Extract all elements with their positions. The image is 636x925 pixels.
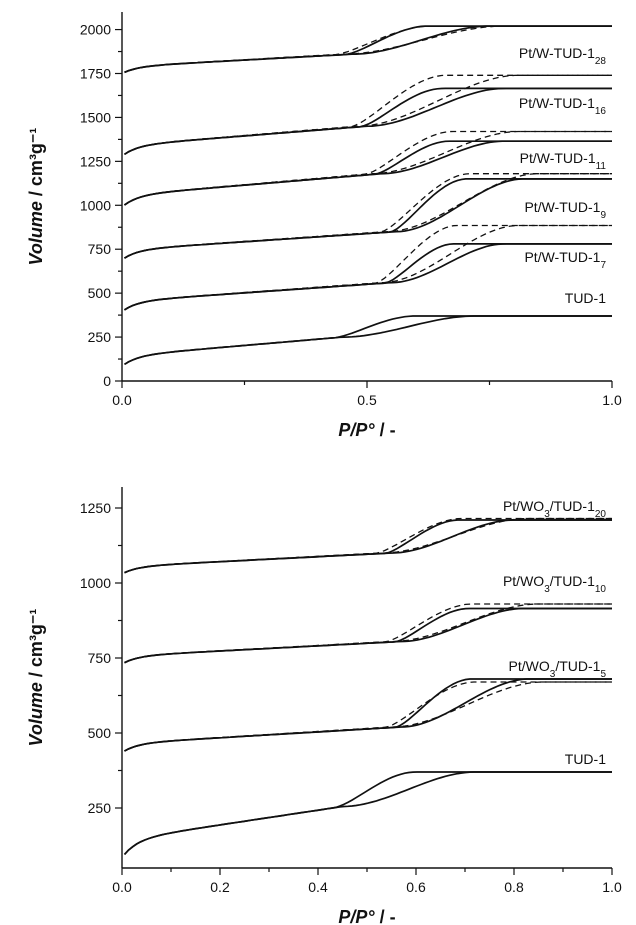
y-tick-label: 0 bbox=[103, 373, 111, 389]
reference-desorption-line bbox=[124, 224, 612, 311]
x-tick-label: 0.5 bbox=[357, 392, 377, 408]
reference-adsorption-line bbox=[124, 603, 612, 664]
series-label: Pt/WO3/TUD-15 bbox=[509, 658, 607, 680]
reference-adsorption-line bbox=[124, 224, 612, 311]
y-axis-title: Volume / cm³g⁻¹ bbox=[26, 609, 46, 747]
series-label: Pt/W-TUD-19 bbox=[524, 199, 606, 221]
isotherm-desorption-line bbox=[124, 607, 612, 664]
series-label: Pt/WO3/TUD-120 bbox=[503, 498, 606, 520]
x-tick-label: 1.0 bbox=[602, 879, 622, 895]
reference-desorption-line bbox=[124, 603, 612, 664]
series-label: TUD-1 bbox=[565, 751, 606, 767]
x-tick-label: 0.0 bbox=[112, 879, 132, 895]
reference-desorption-line bbox=[124, 173, 612, 259]
isotherm-adsorption-line bbox=[123, 771, 612, 855]
y-tick-label: 1500 bbox=[80, 109, 111, 125]
y-axis-title: Volume / cm³g⁻¹ bbox=[26, 128, 46, 266]
x-tick-label: 0.6 bbox=[406, 879, 426, 895]
reference-desorption-line bbox=[124, 74, 612, 155]
isotherm-adsorption-line bbox=[124, 678, 612, 752]
y-tick-label: 750 bbox=[88, 650, 112, 666]
y-tick-label: 1750 bbox=[80, 66, 111, 82]
x-tick-label: 0.4 bbox=[308, 879, 328, 895]
reference-adsorption-line bbox=[124, 74, 612, 155]
series-label: Pt/W-TUD-116 bbox=[519, 95, 607, 117]
isotherm-adsorption-line bbox=[124, 178, 612, 259]
y-tick-label: 500 bbox=[88, 725, 112, 741]
series-label: Pt/W-TUD-128 bbox=[519, 45, 607, 67]
y-tick-label: 1000 bbox=[80, 197, 111, 213]
reference-desorption-line bbox=[124, 130, 612, 206]
y-tick-label: 1250 bbox=[80, 153, 111, 169]
x-tick-label: 0.2 bbox=[210, 879, 230, 895]
series-label: Pt/WO3/TUD-110 bbox=[503, 573, 606, 595]
isotherm-desorption-line bbox=[124, 519, 612, 574]
y-tick-label: 2000 bbox=[80, 22, 111, 38]
isotherm-desorption-line bbox=[123, 771, 612, 855]
x-axis-title: P/P° / - bbox=[338, 420, 395, 440]
reference-adsorption-line bbox=[124, 517, 612, 574]
reference-desorption-line bbox=[124, 25, 612, 73]
series-label: Pt/W-TUD-111 bbox=[520, 150, 607, 172]
y-tick-label: 1250 bbox=[80, 500, 111, 516]
isotherm-adsorption-line bbox=[124, 315, 612, 366]
y-tick-label: 1000 bbox=[80, 575, 111, 591]
series-label: TUD-1 bbox=[565, 290, 606, 306]
y-tick-label: 750 bbox=[88, 241, 112, 257]
isotherm-desorption-line bbox=[124, 315, 612, 366]
x-tick-label: 0.8 bbox=[504, 879, 524, 895]
x-tick-label: 1.0 bbox=[602, 392, 622, 408]
isotherm-desorption-line bbox=[124, 678, 612, 752]
isotherm-chart-top: 0.0 0.5 1.0 0 250 500 750 1000 1250 1500 1750 2000 P… bbox=[26, 12, 622, 440]
y-tick-label: 500 bbox=[88, 285, 112, 301]
reference-desorption-line bbox=[124, 681, 612, 752]
y-tick-label: 250 bbox=[88, 800, 112, 816]
isotherm-adsorption-line bbox=[124, 519, 612, 574]
isotherm-chart-bottom: 0.0 0.2 0.4 0.6 0.8 1.0 250 500 750 1000 1250 P/P° … bbox=[26, 487, 622, 925]
isotherm-adsorption-line bbox=[124, 607, 612, 664]
series-label: Pt/W-TUD-17 bbox=[524, 249, 606, 271]
x-tick-label: 0.0 bbox=[112, 392, 132, 408]
x-axis-title: P/P° / - bbox=[338, 907, 395, 925]
reference-adsorption-line bbox=[124, 681, 612, 752]
reference-desorption-line bbox=[124, 517, 612, 574]
y-tick-label: 250 bbox=[88, 329, 112, 345]
reference-adsorption-line bbox=[124, 130, 612, 206]
isotherm-desorption-line bbox=[124, 178, 612, 259]
